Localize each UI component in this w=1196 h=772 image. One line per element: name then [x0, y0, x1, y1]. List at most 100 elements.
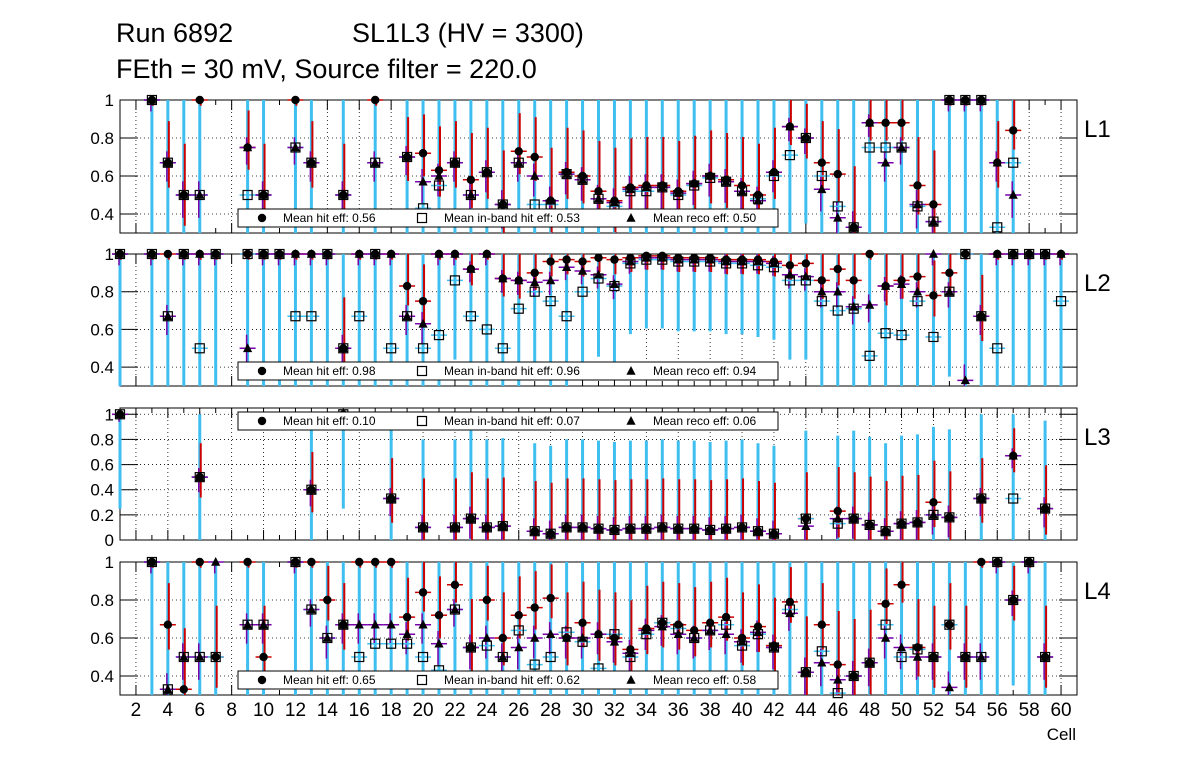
marker-hit: [498, 521, 507, 531]
marker-hit: [658, 181, 667, 190]
marker-reco: [928, 509, 939, 519]
panel-l4: 0.4 0.6 0.8 1 L4 Mean hit eff: 0.65 Mean in-ba…: [90, 553, 1111, 699]
legend-box: [237, 361, 779, 381]
marker-hit: [323, 249, 332, 259]
marker-inband: [433, 329, 445, 341]
marker-hit: [945, 268, 954, 278]
marker-hit: [721, 255, 731, 264]
marker-inband: [386, 343, 397, 354]
marker-inband: [386, 638, 397, 649]
marker-hit: [929, 652, 938, 662]
run-number-title: Run 6892: [116, 18, 234, 48]
x-tick-label: 4: [163, 700, 174, 721]
legend-inband-label: Mean in-band hit eff: 0.53: [444, 211, 580, 225]
marker-inband: [1008, 493, 1019, 504]
marker-inband: [481, 324, 492, 335]
marker-hit: [626, 524, 635, 533]
marker-inband: [465, 311, 476, 322]
marker-hit: [801, 514, 811, 523]
marker-hit: [785, 597, 795, 607]
legend-marker-reco: [626, 416, 636, 425]
x-tick-label: 2: [131, 700, 142, 721]
marker-reco: [514, 157, 524, 167]
marker-hit: [705, 525, 715, 535]
marker-inband: [896, 651, 907, 663]
marker-hit: [993, 249, 1002, 259]
marker-reco: [434, 171, 444, 180]
marker-hit: [642, 524, 651, 533]
y-tick-label: 0: [105, 531, 114, 550]
marker-reco: [785, 608, 795, 618]
marker-reco: [306, 604, 316, 614]
marker-reco: [673, 629, 683, 638]
marker-reco: [912, 286, 923, 296]
marker-reco: [896, 642, 907, 652]
marker-hit: [450, 580, 460, 589]
legend-reco-label: Mean reco eff: 0.50: [653, 211, 757, 225]
marker-hit: [817, 158, 826, 167]
legend-box: [237, 411, 779, 431]
marker-hit: [913, 181, 922, 190]
marker-hit: [881, 281, 890, 291]
x-tick-label: 22: [444, 700, 465, 721]
y-tick-label: 1: [105, 245, 114, 264]
marker-hit: [594, 630, 603, 639]
marker-hit: [610, 525, 619, 535]
marker-inband: [816, 646, 827, 657]
layer-label: L4: [1084, 578, 1111, 605]
legend: Mean hit eff: 0.98 Mean in-band hit eff: …: [237, 361, 779, 381]
marker-hit: [929, 498, 938, 507]
settings-title: FEth = 30 mV, Source filter = 220.0: [116, 54, 537, 84]
marker-reco: [243, 619, 253, 629]
y-tick-label: 0.6: [90, 320, 114, 339]
marker-hit: [163, 158, 173, 167]
marker-reco: [577, 265, 588, 275]
x-tick-label: 20: [412, 700, 433, 721]
marker-hit: [833, 506, 842, 516]
marker-inband: [577, 286, 588, 297]
marker-inband: [210, 651, 221, 663]
marker-inband: [529, 286, 540, 297]
marker-reco: [833, 674, 843, 684]
marker-hit: [865, 520, 874, 530]
x-tick-label: 28: [540, 700, 561, 721]
marker-hit: [450, 249, 460, 259]
marker-hit: [307, 485, 316, 494]
marker-inband: [242, 248, 253, 260]
marker-hit: [371, 557, 380, 567]
marker-hit: [1009, 451, 1018, 460]
marker-reco: [354, 619, 364, 629]
x-tick-label: 46: [827, 700, 848, 721]
marker-hit: [897, 580, 906, 589]
marker-hit: [482, 523, 492, 532]
marker-hit: [705, 253, 715, 262]
marker-hit: [705, 618, 715, 627]
marker-hit: [690, 626, 699, 635]
marker-hit: [578, 171, 587, 181]
marker-hit: [418, 296, 428, 306]
y-tick-label: 0.4: [90, 667, 114, 686]
x-tick-label: 40: [731, 700, 752, 721]
marker-inband: [513, 303, 524, 314]
marker-hit: [753, 190, 763, 200]
marker-hit: [1009, 595, 1018, 605]
marker-hit: [195, 472, 204, 482]
marker-hit: [929, 200, 938, 209]
marker-hit: [291, 95, 300, 105]
marker-hit: [674, 524, 683, 533]
legend-inband-label: Mean in-band hit eff: 0.62: [444, 673, 580, 687]
marker-hit: [434, 611, 444, 620]
chamber-title: SL1L3 (HV = 3300): [352, 18, 584, 48]
marker-hit: [546, 529, 555, 538]
marker-hit: [721, 175, 731, 184]
legend-marker-reco: [626, 675, 636, 684]
marker-inband: [417, 651, 429, 663]
marker-hit: [418, 149, 428, 158]
marker-hit: [402, 281, 412, 291]
marker-hit: [961, 249, 970, 259]
marker-hit: [514, 276, 523, 285]
marker-hit: [466, 264, 476, 274]
x-tick-label: 18: [381, 700, 402, 721]
y-tick-label: 0.4: [90, 481, 114, 500]
x-tick-label: 54: [955, 700, 977, 721]
